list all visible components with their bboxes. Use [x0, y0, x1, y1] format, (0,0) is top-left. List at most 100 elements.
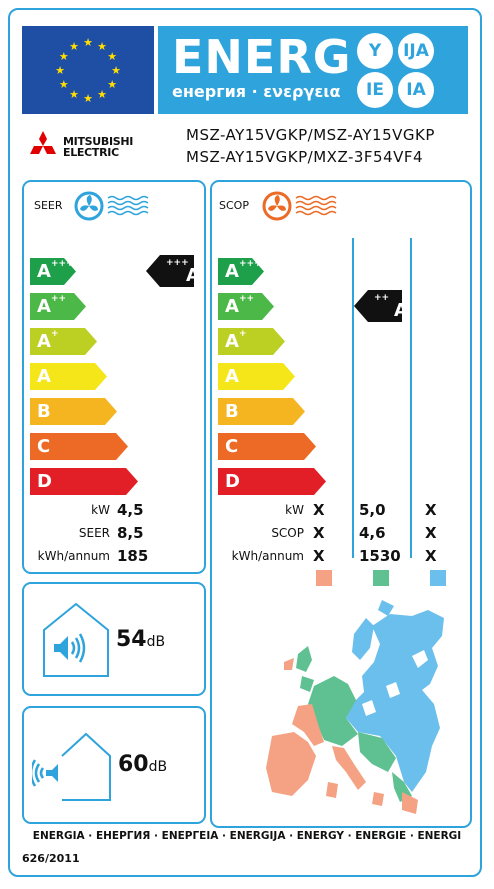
eu-star-icon: ★ [55, 64, 65, 77]
brand-line-1: MITSUBISHI [63, 135, 134, 148]
scop-label-scop: SCOP [271, 526, 304, 540]
eu-star-icon: ★ [59, 50, 69, 63]
energy-subtitle: енергия · ενεργεια [172, 82, 341, 101]
scop-class-label: A+ [225, 329, 247, 352]
average-climate-swatch [373, 570, 389, 586]
scop-rating-sup: ++ [374, 293, 390, 303]
scop-value-warmer-kwh: X [425, 547, 437, 565]
scop-class-bar: A [218, 363, 295, 390]
scop-title: SCOP [219, 199, 249, 212]
seer-class-label: C [37, 436, 51, 457]
eu-star-icon: ★ [97, 40, 107, 53]
climate-column-divider [352, 238, 354, 558]
scop-value-average-kwh: 1530 [359, 547, 401, 565]
scop-value-colder-scop: X [313, 524, 325, 542]
energy-title: ENERG [172, 30, 352, 84]
scop-class-label: B [225, 401, 239, 422]
seer-class-label: A [37, 366, 51, 387]
seer-class-bar: A+++ [30, 258, 76, 285]
scop-label-kw: kW [285, 503, 304, 517]
scop-panel [210, 180, 472, 828]
seer-value-seer: 8,5 [117, 524, 144, 542]
scop-label-kwh: kWh/annum [231, 549, 304, 563]
seer-title: SEER [34, 199, 63, 212]
scop-value-colder-kwh: X [313, 547, 325, 565]
scop-class-sup: + [238, 329, 247, 339]
scop-class-bar: B [218, 398, 305, 425]
scop-class-label: C [225, 436, 239, 457]
footer-energy-languages: ENERGIA · ЕНЕРГИЯ · ΕΝΕΡΓΕΙΑ · ENERGIJA … [32, 830, 462, 842]
seer-class-sup: ++ [50, 294, 67, 304]
scop-class-label: D [225, 471, 240, 492]
language-circle-ia: IA [398, 72, 434, 108]
scop-class-bar: A+ [218, 328, 285, 355]
outdoor-noise-panel [22, 706, 206, 824]
scop-value-warmer-scop: X [425, 524, 437, 542]
eu-star-icon: ★ [111, 64, 121, 77]
eu-star-icon: ★ [69, 88, 79, 101]
seer-class-bar: A+ [30, 328, 97, 355]
seer-class-bar: D [30, 468, 138, 495]
seer-rating-tag: A +++ [146, 255, 200, 287]
eu-star-icon: ★ [83, 92, 93, 105]
scop-class-bar: D [218, 468, 326, 495]
cooling-fan-icon [74, 190, 158, 226]
outdoor-unit-speaker-icon [29, 730, 112, 806]
seer-value-kw: 4,5 [117, 501, 144, 519]
warmer-climate-swatch [430, 570, 446, 586]
scop-class-sup: +++ [238, 259, 262, 269]
eu-star-icon: ★ [69, 40, 79, 53]
label-frame [8, 8, 482, 877]
indoor-noise-value: 54 [116, 627, 147, 652]
scop-value-warmer-kw: X [425, 501, 437, 519]
seer-panel [22, 180, 206, 574]
seer-class-label: A+++ [37, 259, 74, 282]
brand-name: MITSUBISHI ELECTRIC [63, 136, 133, 158]
seer-class-label: A+ [37, 329, 59, 352]
scop-rating-letter: A [394, 300, 408, 321]
seer-class-label: A++ [37, 294, 67, 317]
outdoor-noise-unit: dB [148, 759, 168, 775]
seer-class-label: B [37, 401, 51, 422]
scop-class-bar: A++ [218, 293, 274, 320]
outdoor-noise-level: 60dB [118, 752, 167, 777]
seer-rating-letter: A [186, 265, 200, 286]
language-circle-ija: IJA [398, 33, 434, 69]
scop-value-average-scop: 4,6 [359, 524, 386, 542]
climate-column-divider [410, 238, 412, 558]
scop-class-label: A++ [225, 294, 255, 317]
seer-class-bar: A [30, 363, 107, 390]
seer-class-bar: B [30, 398, 117, 425]
language-circle-ie: IE [357, 72, 393, 108]
mitsubishi-logo-icon [26, 130, 60, 166]
indoor-noise-level: 54dB [116, 627, 165, 652]
seer-class-bar: A++ [30, 293, 86, 320]
indoor-noise-unit: dB [146, 634, 166, 650]
model-line-1: MSZ-AY15VGKP/MSZ-AY15VGKP [186, 126, 435, 144]
seer-rating-sup: +++ [166, 258, 189, 268]
outdoor-noise-value: 60 [118, 752, 149, 777]
eu-flag: ★ ★ ★ ★ ★ ★ ★ ★ ★ ★ ★ ★ [22, 26, 154, 114]
scop-value-average-kw: 5,0 [359, 501, 386, 519]
scop-class-bar: C [218, 433, 316, 460]
scop-value-colder-kw: X [313, 501, 325, 519]
europe-climate-map [262, 596, 462, 822]
eu-star-icon: ★ [97, 88, 107, 101]
heating-fan-icon [262, 190, 346, 226]
scop-class-label: A+++ [225, 259, 262, 282]
seer-label-kw: kW [91, 503, 110, 517]
eu-star-icon: ★ [83, 36, 93, 49]
seer-class-sup: +++ [50, 259, 74, 269]
indoor-noise-panel [22, 582, 206, 696]
seer-label-seer: SEER [78, 526, 110, 540]
seer-label-kwh: kWh/annum [37, 549, 110, 563]
seer-class-label: D [37, 471, 52, 492]
scop-class-bar: A+++ [218, 258, 264, 285]
seer-class-bar: C [30, 433, 128, 460]
seer-class-sup: + [50, 329, 59, 339]
indoor-unit-speaker-icon [40, 598, 112, 682]
scop-class-label: A [225, 366, 239, 387]
colder-climate-swatch [316, 570, 332, 586]
eu-star-icon: ★ [107, 78, 117, 91]
seer-value-kwh: 185 [117, 547, 149, 565]
